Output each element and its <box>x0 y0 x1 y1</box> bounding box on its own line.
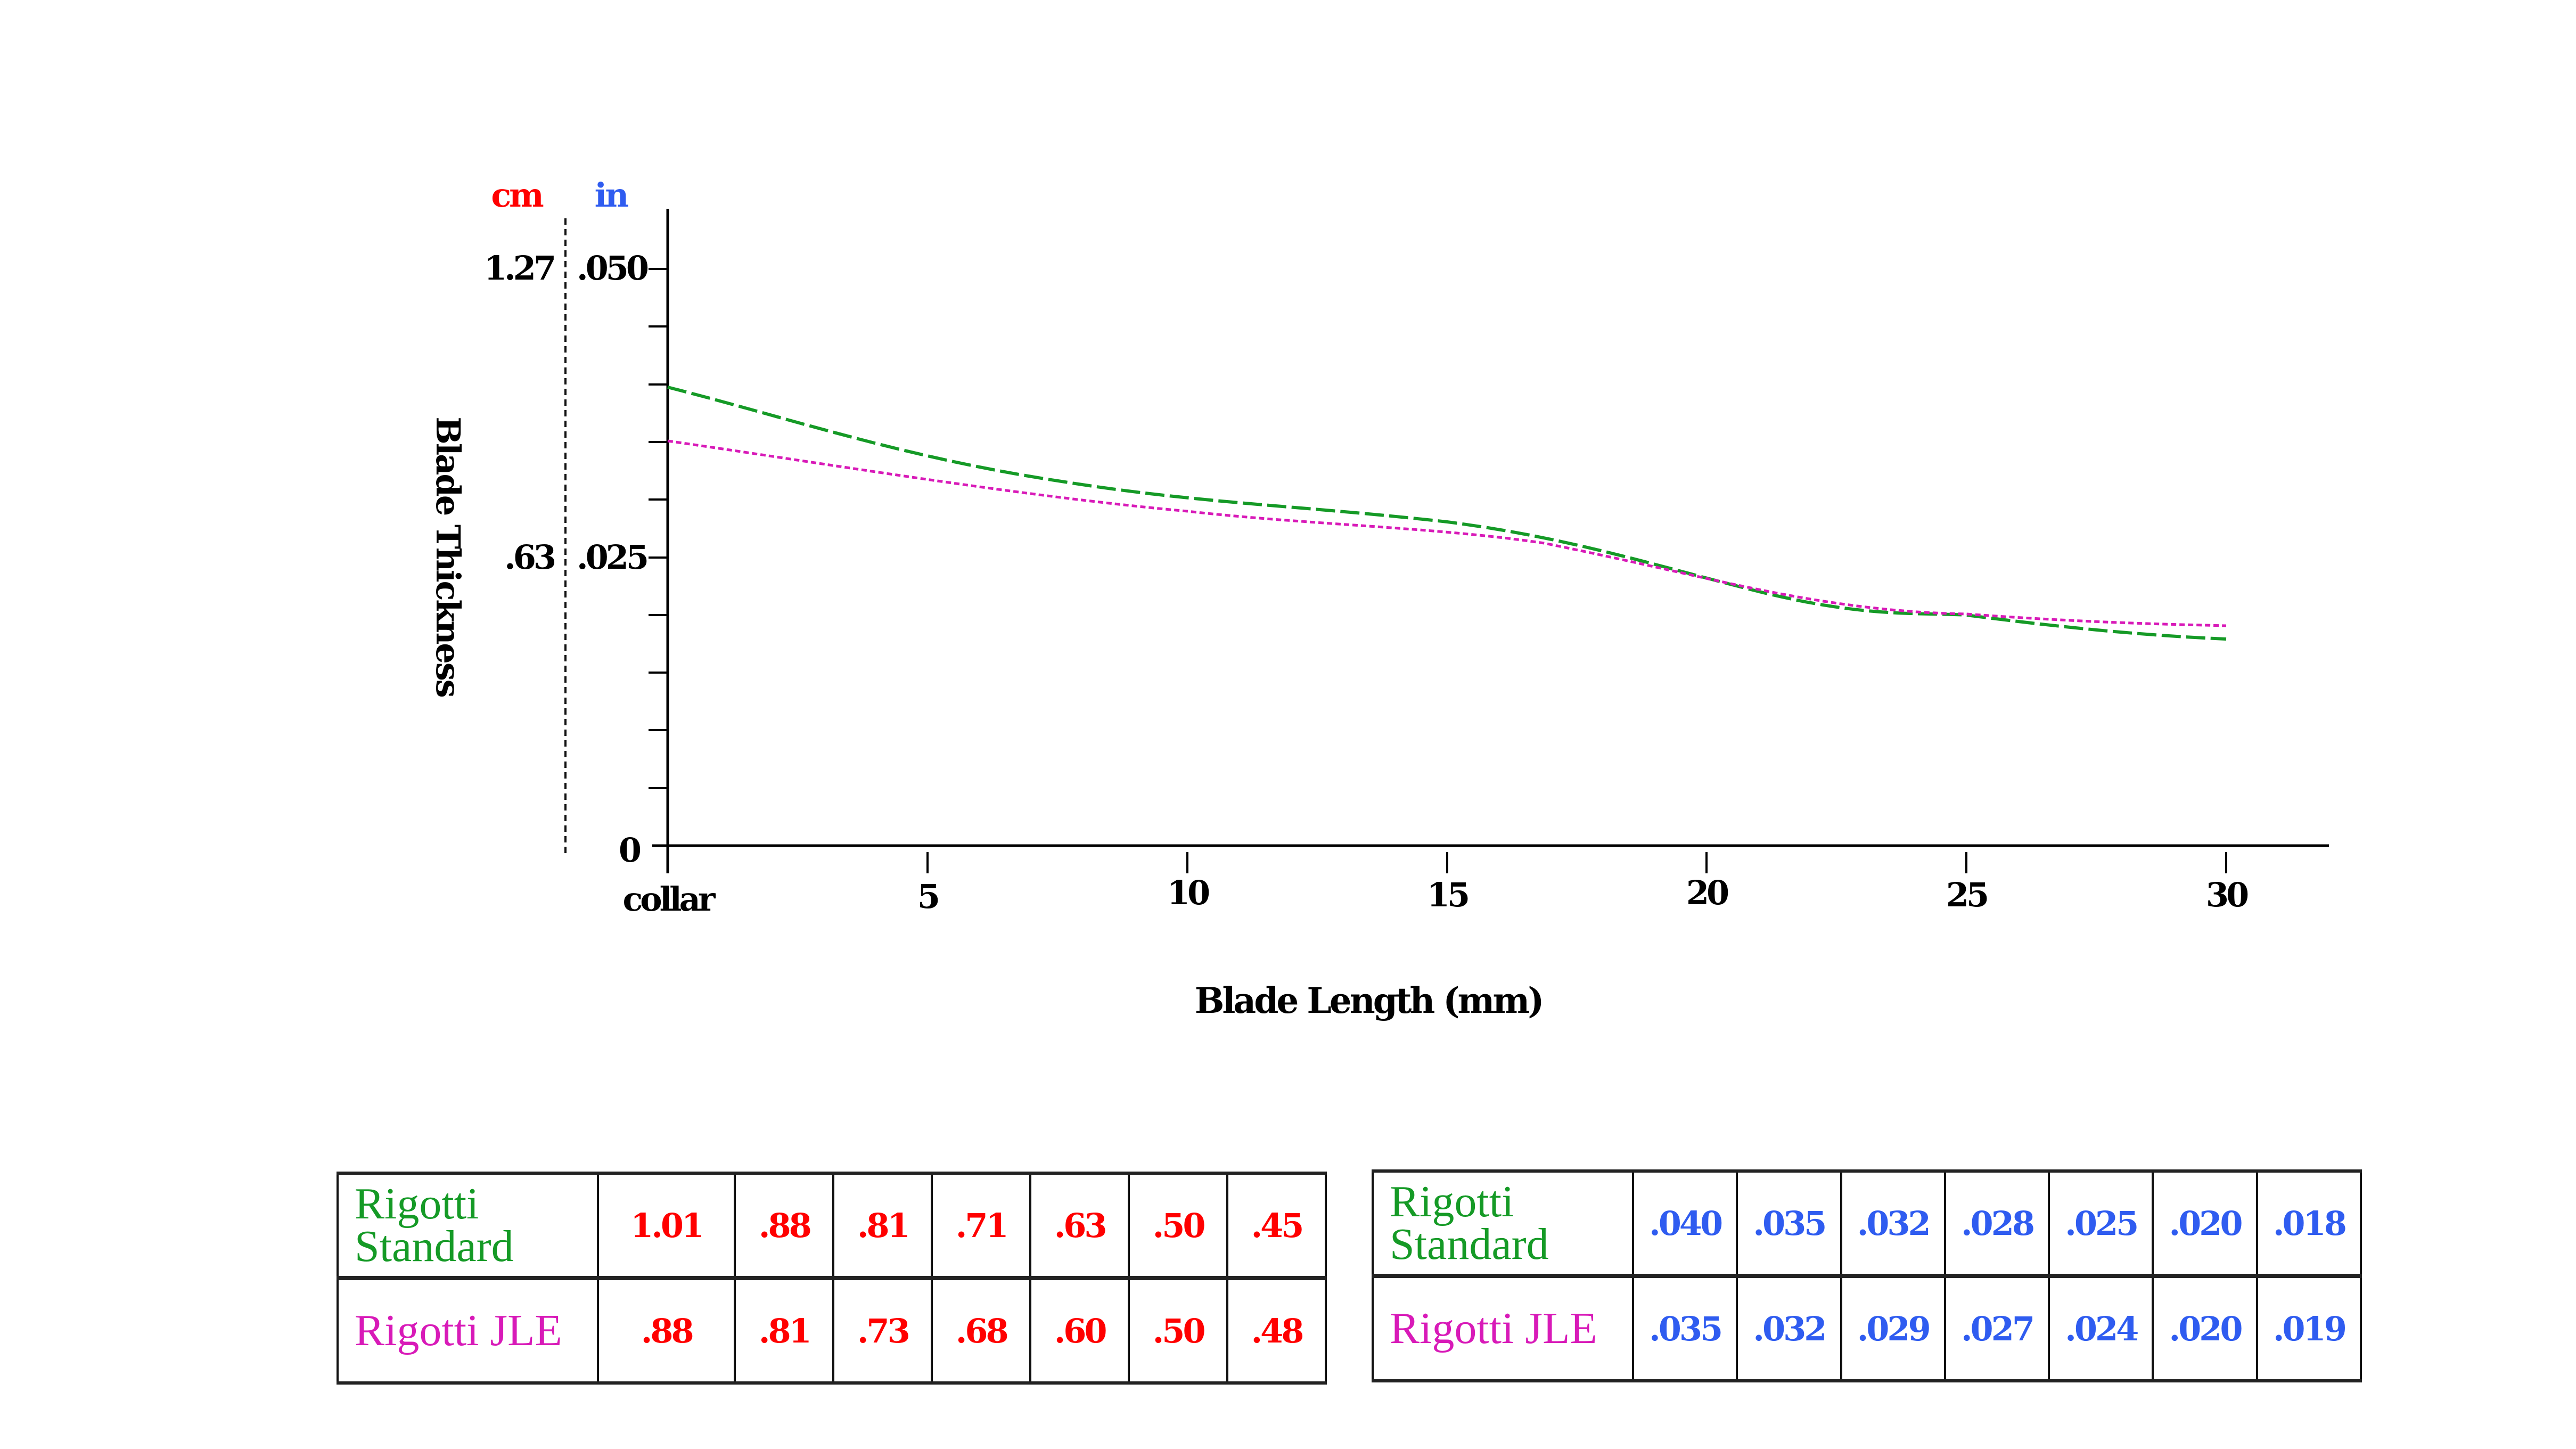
table-cell: .032 <box>1840 1170 1946 1278</box>
x-tick-collar: collar <box>622 880 716 919</box>
table-cell: .71 <box>931 1172 1032 1280</box>
table-cell: .019 <box>2255 1275 2362 1382</box>
x-ticks <box>667 852 2227 873</box>
table-cell: .73 <box>832 1277 933 1384</box>
series-name-standard: Rigotti Standard <box>337 1172 599 1280</box>
table-row: Rigotti Standard 1.01 .88 .81 .71 .63 .5… <box>337 1172 1327 1280</box>
series-rigotti-standard <box>667 386 2227 641</box>
x-tick-25: 25 <box>1946 875 1987 914</box>
table-cell: .024 <box>2048 1275 2154 1382</box>
table-cell: .035 <box>1631 1275 1738 1382</box>
x-axis-title: Blade Length (mm) <box>1195 980 1543 1021</box>
y-tick-in-mid: .025 <box>577 538 647 577</box>
table-cell: .025 <box>2048 1170 2154 1278</box>
series-name-line2: Standard <box>1390 1219 1549 1269</box>
table-cell: .60 <box>1029 1277 1130 1384</box>
table-cell: .035 <box>1736 1170 1842 1278</box>
table-cell: .040 <box>1631 1170 1738 1278</box>
series-rigotti-jle <box>667 439 2227 627</box>
table-cell: .81 <box>832 1172 933 1280</box>
x-tick-5: 5 <box>917 877 938 916</box>
table-cell: .027 <box>1943 1275 2050 1382</box>
series-name-jle: Rigotti JLE <box>337 1277 599 1384</box>
cm-values-table: Rigotti Standard 1.01 .88 .81 .71 .63 .5… <box>337 1172 1327 1385</box>
cm-unit-label: cm <box>491 176 544 215</box>
table-row: Rigotti JLE .88 .81 .73 .68 .60 .50 .48 <box>337 1277 1327 1384</box>
table-row: Rigotti Standard .040 .035 .032 .028 .02… <box>1372 1170 2362 1278</box>
table-cell: 1.01 <box>596 1172 736 1280</box>
table-cell: .50 <box>1128 1277 1229 1384</box>
table-cell: .018 <box>2255 1170 2362 1278</box>
table-cell: .81 <box>734 1277 835 1384</box>
table-cell: .68 <box>931 1277 1032 1384</box>
y-tick-cm-mid: .63 <box>504 538 555 577</box>
series-name-standard: Rigotti Standard <box>1372 1170 1634 1278</box>
x-tick-10: 10 <box>1167 873 1209 912</box>
x-tick-30: 30 <box>2206 875 2248 914</box>
series-name-jle: Rigotti JLE <box>1372 1275 1634 1382</box>
table-row: Rigotti JLE .035 .032 .029 .027 .024 .02… <box>1372 1275 2362 1382</box>
table-cell: .50 <box>1128 1172 1229 1280</box>
series-name-line1: Rigotti <box>355 1179 479 1229</box>
y-tick-zero: 0 <box>619 831 642 870</box>
table-cell: .45 <box>1226 1172 1327 1280</box>
x-tick-15: 15 <box>1427 875 1468 914</box>
table-cell: .020 <box>2152 1275 2258 1382</box>
y-axis-title: Blade Thickness <box>429 416 467 697</box>
y-tick-in-top: .050 <box>577 249 648 288</box>
in-unit-label: in <box>595 176 629 215</box>
table-cell: .63 <box>1029 1172 1130 1280</box>
table-cell: .029 <box>1840 1275 1946 1382</box>
table-cell: .48 <box>1226 1277 1327 1384</box>
table-cell: .020 <box>2152 1170 2258 1278</box>
y-ticks <box>649 268 668 789</box>
table-cell: .88 <box>734 1172 835 1280</box>
y-tick-cm-top: 1.27 <box>484 249 554 288</box>
table-cell: .88 <box>596 1277 736 1384</box>
x-tick-20: 20 <box>1686 873 1728 912</box>
series-name-line2: Standard <box>355 1222 514 1271</box>
in-values-table: Rigotti Standard .040 .035 .032 .028 .02… <box>1372 1169 2362 1382</box>
table-cell: .028 <box>1943 1170 2050 1278</box>
series-name-line1: Rigotti <box>1390 1177 1514 1226</box>
table-cell: .032 <box>1736 1275 1842 1382</box>
